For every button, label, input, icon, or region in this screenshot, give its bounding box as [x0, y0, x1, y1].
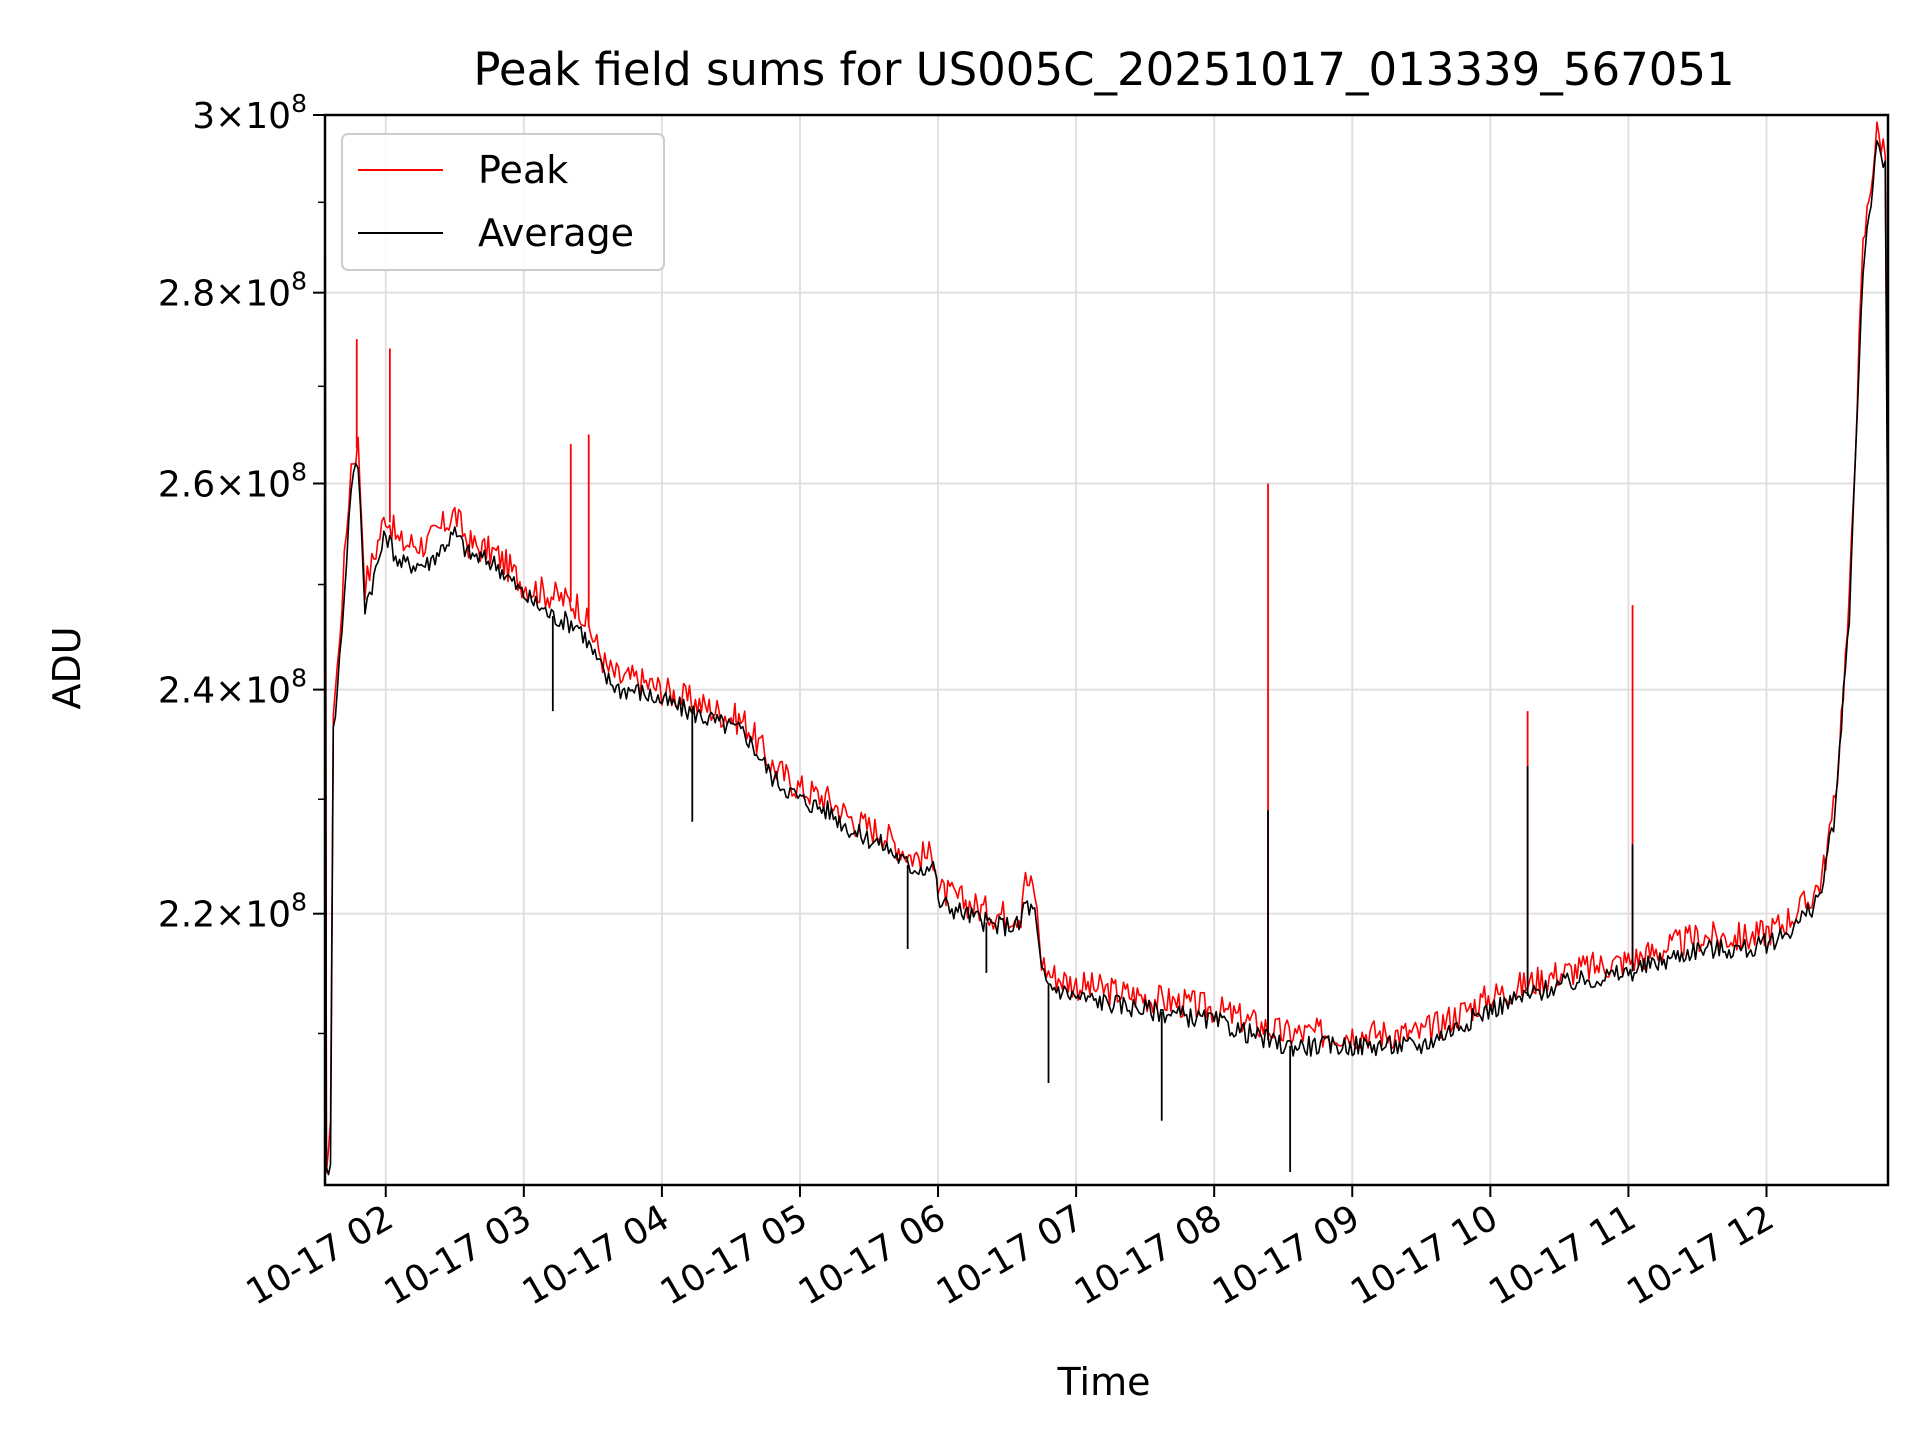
- series-line-peak: [325, 115, 1888, 1174]
- y-tick-mantissa: 3×10: [192, 96, 291, 137]
- plot-clip-group: [325, 115, 1888, 1176]
- y-tick-label: 2.6×108: [158, 458, 307, 506]
- y-tick-mantissa: 2.2×10: [158, 895, 291, 936]
- y-tick-mantissa: 2.6×10: [158, 465, 291, 506]
- y-axis-label: ADU: [45, 626, 89, 709]
- legend-label-average: Average: [478, 211, 634, 255]
- y-tick-exponent: 8: [291, 89, 307, 118]
- y-tick-exponent: 8: [291, 458, 307, 487]
- y-tick-mantissa: 2.8×10: [158, 274, 291, 315]
- y-tick-mantissa: 2.4×10: [158, 671, 291, 712]
- legend-box: [341, 133, 665, 271]
- y-tick-exponent: 8: [291, 664, 307, 693]
- plot-frame: [323, 113, 1890, 1187]
- x-axis-label: Time: [1057, 1360, 1151, 1404]
- legend: Peak Average: [341, 133, 665, 271]
- y-tick-label: 2.8×108: [158, 267, 307, 315]
- y-tick-label: 2.2×108: [158, 888, 307, 936]
- y-tick-exponent: 8: [291, 888, 307, 917]
- chart-title: Peak field sums for US005C_20251017_0133…: [473, 43, 1734, 96]
- series-layer: [325, 115, 1888, 1176]
- y-tick-label: 3×108: [192, 89, 307, 137]
- y-tick-exponent: 8: [291, 267, 307, 296]
- y-tick-label: 2.4×108: [158, 664, 307, 712]
- legend-label-peak: Peak: [478, 148, 568, 192]
- series-line-average: [325, 140, 1888, 1176]
